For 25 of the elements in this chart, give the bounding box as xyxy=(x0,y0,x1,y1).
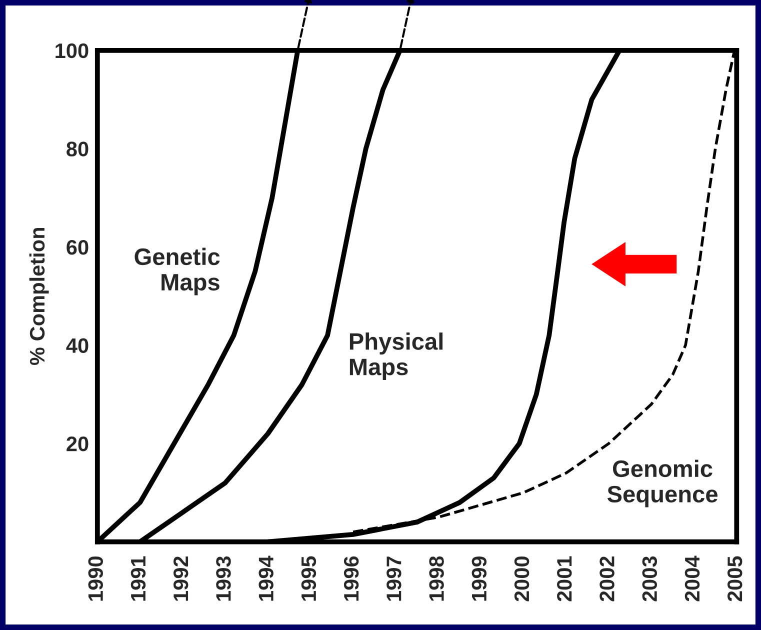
x-tick-label: 1995 xyxy=(301,556,316,601)
x-tick-label: 2003 xyxy=(642,556,658,602)
x-tick-label: 1990 xyxy=(88,556,103,601)
x-tick-label: 1997 xyxy=(386,556,402,601)
x-tick-label: 1991 xyxy=(130,556,146,601)
y-tick-label: 20 xyxy=(66,436,88,452)
x-tick-label: 2005 xyxy=(727,556,742,602)
x-tick-label: 1996 xyxy=(344,556,359,601)
y-tick-label: 100 xyxy=(56,43,88,58)
x-tick-label: 2000 xyxy=(514,556,530,602)
y-tick-label: 80 xyxy=(66,142,88,156)
x-tick-label: 1999 xyxy=(472,556,487,601)
series-label: Genetic Maps xyxy=(134,248,220,296)
x-tick-label: 1998 xyxy=(429,556,444,601)
x-tick-label: 1992 xyxy=(173,556,188,601)
y-tick-label: 60 xyxy=(66,240,88,255)
y-tick-label: 40 xyxy=(66,338,88,353)
y-axis-title: % Completion xyxy=(29,228,49,366)
x-tick-label: 2004 xyxy=(684,556,700,602)
x-tick-label: 2001 xyxy=(557,556,572,602)
series-label: Genomic Sequence xyxy=(607,460,718,508)
x-tick-label: 1994 xyxy=(258,556,274,601)
x-tick-label: 1993 xyxy=(216,556,231,601)
x-tick-label: 2002 xyxy=(600,556,614,602)
series-label: Physical Maps xyxy=(350,332,443,380)
